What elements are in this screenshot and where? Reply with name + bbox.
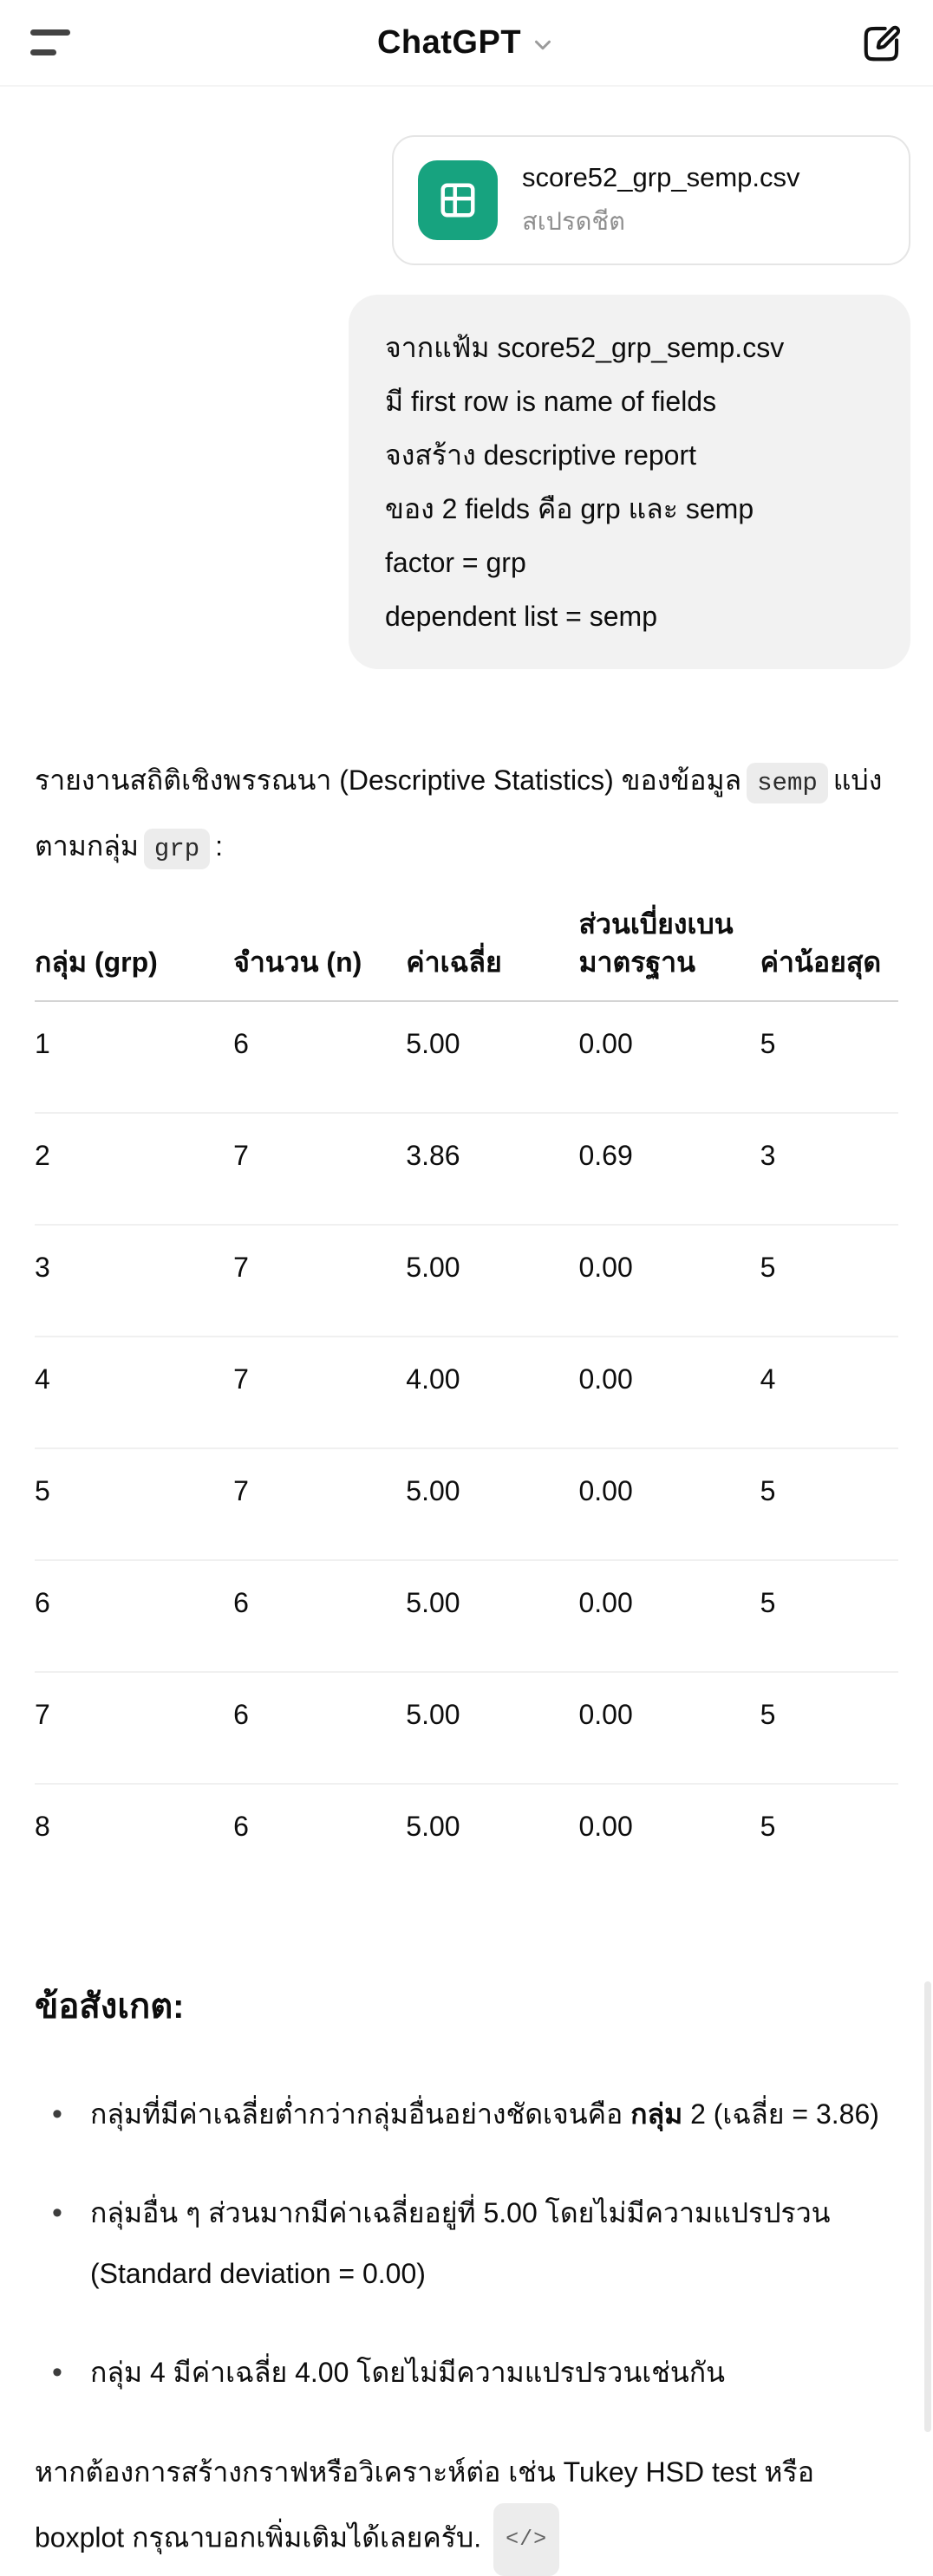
table-cell: 5 — [760, 1671, 898, 1785]
table-cell: 0.00 — [578, 1671, 760, 1785]
table-row: 4 7 4.00 0.00 4 — [35, 1336, 898, 1449]
intro-text: : — [215, 829, 224, 862]
table-header-cell: จำนวน (n) — [233, 895, 407, 1002]
table-cell: 0.00 — [578, 1000, 760, 1114]
table-header-cell: ค่าเฉลี่ย — [406, 895, 579, 1002]
table-header-cell: กลุ่ม (grp) — [35, 895, 234, 1002]
table-cell: 3.86 — [406, 1112, 579, 1226]
list-item: กลุ่ม 4 มีค่าเฉลี่ย 4.00 โดยไม่มีความแปร… — [35, 2342, 898, 2403]
table-cell: 5.00 — [406, 1671, 579, 1785]
intro-text: รายงานสถิติเชิงพรรณนา (Descriptive Stati… — [35, 764, 742, 796]
table-cell: 0.00 — [578, 1559, 760, 1673]
table-cell: 5.00 — [406, 1810, 460, 1842]
table-header-row: กลุ่ม (grp) จำนวน (n) ค่าเฉลี่ย ส่วนเบี่… — [35, 895, 898, 1002]
table-cell: 5 — [760, 1447, 898, 1561]
table-cell: 8 — [35, 1810, 50, 1842]
table-cell: 4.00 — [406, 1336, 579, 1449]
app-header: ChatGPT — [0, 0, 933, 87]
attachment-meta: score52_grp_semp.csv สเปรดชีต — [522, 159, 800, 241]
list-item: กลุ่มที่มีค่าเฉลี่ยต่ำกว่ากลุ่มอื่นอย่าง… — [35, 2084, 898, 2144]
table-row: 2 7 3.86 0.69 3 — [35, 1112, 898, 1226]
stats-table: กลุ่ม (grp) จำนวน (n) ค่าเฉลี่ย ส่วนเบี่… — [35, 895, 898, 1895]
scrollbar-thumb[interactable] — [924, 1981, 931, 2432]
bullet-text: กลุ่มที่มีค่าเฉลี่ยต่ำกว่ากลุ่มอื่นอย่าง… — [90, 2098, 631, 2130]
table-cell: 5 — [760, 1810, 776, 1842]
table-header-cell: ส่วนเบี่ยงเบนมาตรฐาน — [578, 895, 760, 1002]
assistant-message: รายงานสถิติเชิงพรรณนา (Descriptive Stati… — [23, 749, 910, 2576]
table-cell: 5.00 — [406, 1224, 579, 1337]
user-message-line: ของ 2 fields คือ grp และ semp — [385, 492, 754, 524]
closing-text: หากต้องการสร้างกราฟหรือวิเคราะห์ต่อ เช่น… — [35, 2456, 814, 2553]
table-row: 3 7 5.00 0.00 5 — [35, 1224, 898, 1337]
table-row: 6 6 5.00 0.00 5 — [35, 1559, 898, 1673]
conversation: score52_grp_semp.csv สเปรดชีต จากแฟ้ม sc… — [0, 135, 933, 2576]
table-cell: 6 — [233, 1000, 407, 1114]
table-cell: 0.00 — [578, 1224, 760, 1337]
table-cell: 4 — [760, 1336, 898, 1449]
table-cell: 7 — [35, 1671, 234, 1785]
table-cell: 5 — [760, 1224, 898, 1337]
new-chat-button[interactable] — [855, 15, 910, 70]
table-cell: 3 — [760, 1112, 898, 1226]
compose-icon — [864, 25, 901, 62]
user-message-line: มี first row is name of fields — [385, 385, 717, 417]
table-cell: 7 — [233, 1112, 407, 1226]
table-cell: 0.69 — [578, 1112, 760, 1226]
user-message-bubble: จากแฟ้ม score52_grp_semp.csv มี first ro… — [349, 294, 910, 669]
page-title: ChatGPT — [376, 23, 522, 61]
table-cell: 1 — [35, 1000, 234, 1114]
table-cell: 5.00 — [406, 1559, 579, 1673]
user-message-line: จงสร้าง descriptive report — [385, 439, 697, 471]
user-message-line: dependent list = semp — [385, 600, 657, 632]
bullet-text: กลุ่ม 4 มีค่าเฉลี่ย 4.00 โดยไม่มีความแปร… — [90, 2356, 725, 2388]
attachment-type-label: สเปรดชีต — [522, 207, 625, 236]
table-cell: 7 — [233, 1224, 407, 1337]
table-row: 5 7 5.00 0.00 5 — [35, 1447, 898, 1561]
table-cell: 5 — [760, 1559, 898, 1673]
sidebar-menu-button[interactable] — [23, 15, 78, 70]
view-code-badge[interactable]: </> — [493, 2502, 560, 2576]
model-switcher[interactable]: ChatGPT — [377, 24, 556, 62]
table-row: 7 6 5.00 0.00 5 — [35, 1671, 898, 1785]
inline-code-semp: semp — [747, 762, 828, 803]
attachment-card[interactable]: score52_grp_semp.csv สเปรดชีต — [392, 135, 910, 265]
user-message-line: จากแฟ้ม score52_grp_semp.csv — [385, 331, 785, 363]
table-cell: 5.00 — [406, 1000, 579, 1114]
table-cell: 7 — [233, 1336, 407, 1449]
menu-icon — [30, 29, 70, 55]
table-cell: 0.00 — [578, 1810, 633, 1842]
table-header-cell: ค่าน้อยสุด — [760, 895, 898, 1002]
table-cell: 6 — [233, 1671, 407, 1785]
report-intro: รายงานสถิติเชิงพรรณนา (Descriptive Stati… — [35, 749, 898, 881]
table-cell: 0.00 — [578, 1336, 760, 1449]
table-cell: 6 — [233, 1559, 407, 1673]
table-row: 8 6 5.00 0.00 5 — [35, 1784, 898, 1895]
intro-text: แบ่งตามกลุ่ม — [35, 764, 883, 862]
table-cell: 5 — [35, 1447, 234, 1561]
closing-paragraph: หากต้องการสร้างกราฟหรือวิเคราะห์ต่อ เช่น… — [35, 2441, 898, 2576]
bullet-bold-text: กลุ่ม — [630, 2098, 683, 2130]
table-cell: 7 — [233, 1447, 407, 1561]
chevron-down-icon — [535, 40, 551, 50]
observations-list: กลุ่มที่มีค่าเฉลี่ยต่ำกว่ากลุ่มอื่นอย่าง… — [35, 2084, 898, 2403]
bullet-text: 2 (เฉลี่ย = 3.86) — [682, 2098, 879, 2130]
table-cell: 5 — [760, 1000, 898, 1114]
table-cell: 6 — [35, 1559, 234, 1673]
table-cell: 3 — [35, 1224, 234, 1337]
observations-heading: ข้อสังเกต: — [35, 1987, 185, 2026]
table-row: 1 6 5.00 0.00 5 — [35, 1000, 898, 1114]
table-cell: 4 — [35, 1336, 234, 1449]
table-cell: 0.00 — [578, 1447, 760, 1561]
table-cell: 2 — [35, 1112, 234, 1226]
bullet-text: กลุ่มอื่น ๆ ส่วนมากมีค่าเฉลี่ยอยู่ที่ 5.… — [90, 2196, 831, 2289]
table-cell: 6 — [233, 1810, 249, 1842]
spreadsheet-icon — [418, 159, 498, 240]
table-cell: 5.00 — [406, 1447, 579, 1561]
attachment-filename: score52_grp_semp.csv — [522, 162, 800, 192]
list-item: กลุ่มอื่น ๆ ส่วนมากมีค่าเฉลี่ยอยู่ที่ 5.… — [35, 2182, 898, 2304]
user-message-line: factor = grp — [385, 546, 526, 578]
inline-code-grp: grp — [143, 828, 211, 869]
